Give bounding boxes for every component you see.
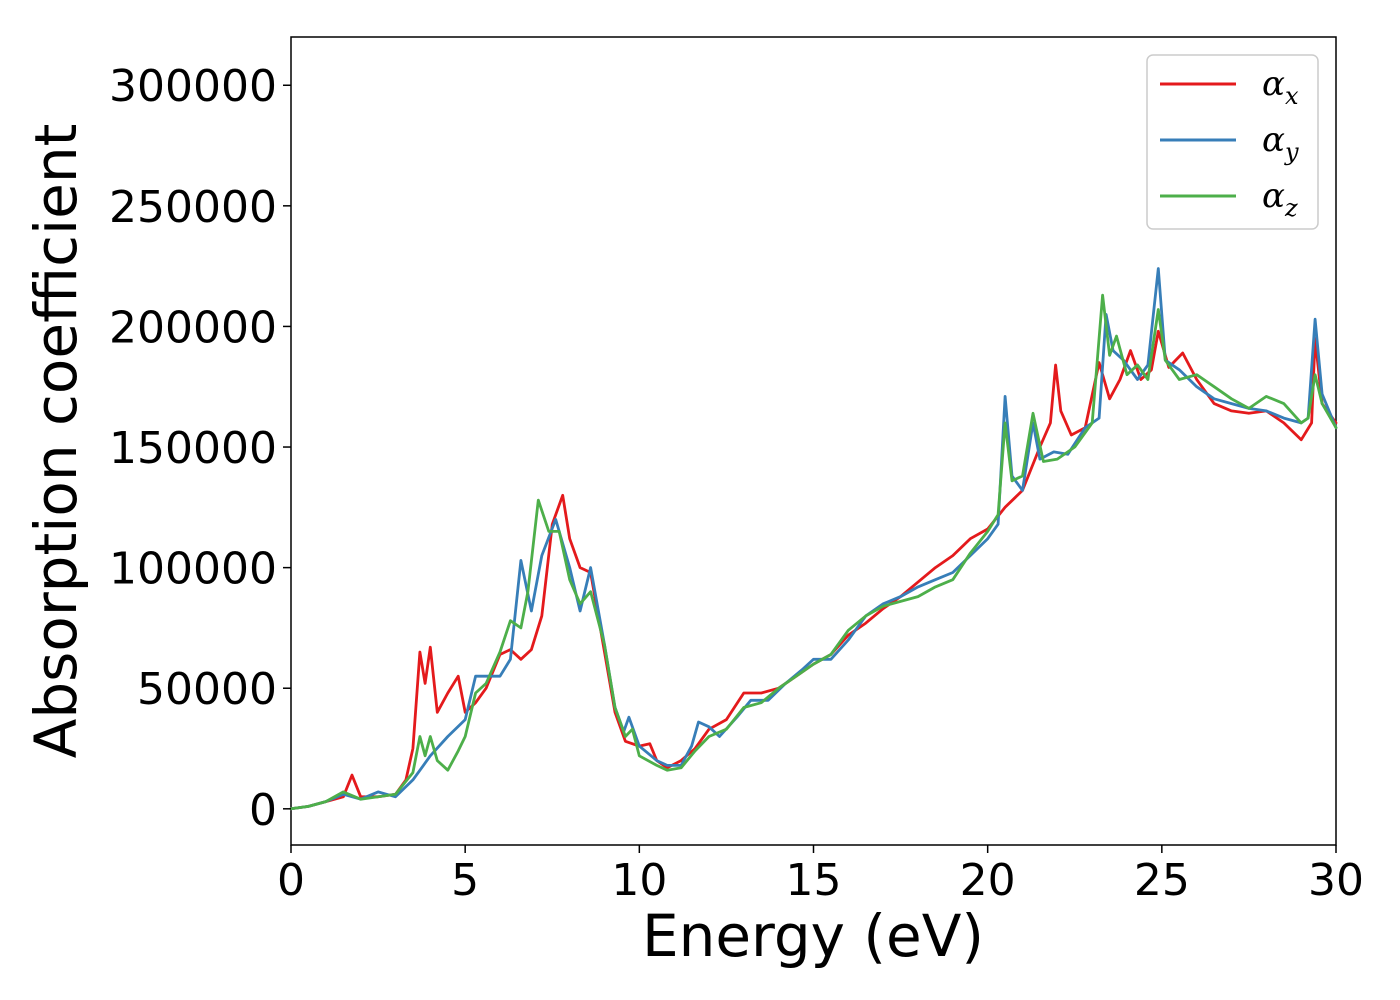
y-tick-label: 150000 (109, 423, 277, 474)
x-axis-ticks: 0 5 10 15 20 25 30 (277, 845, 1364, 906)
series-line-y (289, 267, 1338, 811)
legend-label-y: αy (1262, 120, 1299, 166)
x-tick-label: 20 (960, 855, 1016, 906)
series-lines (289, 267, 1338, 811)
y-axis-ticks: 0 50000 100000 150000 200000 250000 300000 (109, 61, 291, 836)
x-tick-label: 10 (611, 855, 667, 906)
legend: αx αy αz (1146, 54, 1319, 230)
y-axis-label: Absorption coefficient (22, 124, 90, 759)
y-tick-label: 100000 (109, 544, 277, 595)
y-tick-label: 0 (249, 785, 277, 836)
x-tick-label: 5 (451, 855, 479, 906)
x-tick-label: 30 (1308, 855, 1364, 906)
y-tick-label: 300000 (109, 61, 277, 112)
x-tick-label: 25 (1134, 855, 1190, 906)
legend-entries: αx αy αz (1160, 64, 1299, 222)
legend-label-z: αz (1262, 176, 1298, 222)
x-axis-label: Energy (eV) (642, 902, 984, 970)
legend-label-x: αx (1262, 64, 1299, 110)
series-line-x (289, 329, 1338, 811)
series-line-z (289, 293, 1338, 811)
y-tick-label: 250000 (109, 182, 277, 233)
x-tick-label: 0 (277, 855, 305, 906)
legend-box (1146, 54, 1319, 230)
y-tick-label: 50000 (137, 664, 277, 715)
x-tick-label: 15 (786, 855, 842, 906)
y-tick-label: 200000 (109, 302, 277, 353)
